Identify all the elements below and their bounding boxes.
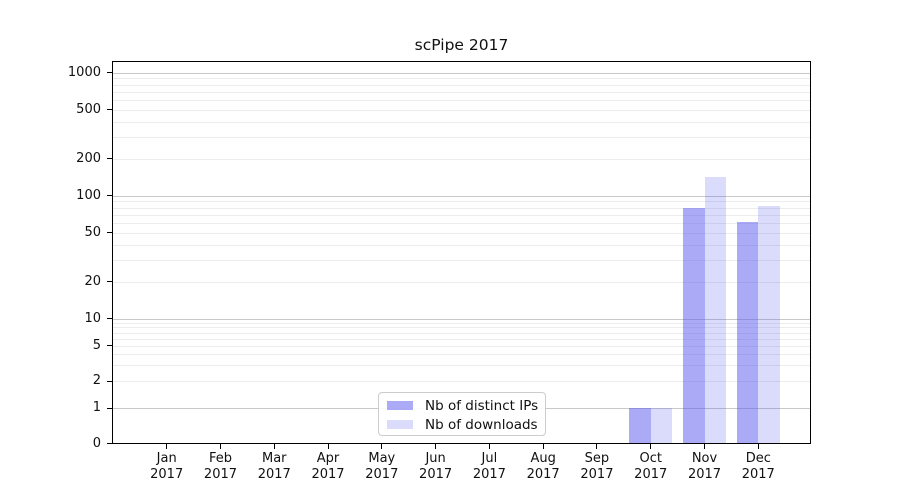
bar-downloads: [758, 205, 780, 443]
gridline-major: [113, 318, 810, 320]
gridline-minor: [113, 207, 810, 209]
y-tick-label: 0: [92, 435, 101, 451]
legend-label-distinct-ips: Nb of distinct IPs: [425, 397, 539, 414]
gridline-minor: [113, 381, 810, 383]
gridline-minor: [113, 244, 810, 246]
x-tick-mark: [757, 444, 759, 449]
gridline-minor: [113, 121, 810, 123]
x-tick-mark: [327, 444, 329, 449]
x-tick-label: Dec 2017: [741, 451, 775, 482]
x-tick-label: Apr 2017: [311, 451, 345, 482]
gridline-minor: [113, 91, 810, 93]
x-tick-label: Mar 2017: [257, 451, 291, 482]
gridline-minor: [113, 338, 810, 340]
x-tick-label: Sep 2017: [580, 451, 614, 482]
gridline-major: [113, 195, 810, 197]
y-tick-mark: [107, 443, 112, 444]
y-tick-mark: [107, 109, 112, 111]
gridline-minor: [113, 99, 810, 101]
y-tick-mark: [107, 232, 112, 234]
gridline-minor: [113, 354, 810, 356]
y-tick-label: 1000: [67, 64, 101, 80]
x-tick-mark: [435, 444, 437, 449]
x-tick-label: Nov 2017: [687, 451, 722, 482]
bar-downloads: [704, 177, 726, 443]
gridline-minor: [113, 365, 810, 367]
x-tick-label: Oct 2017: [634, 451, 668, 482]
y-tick-label: 10: [84, 310, 101, 326]
x-tick-mark: [219, 444, 221, 449]
x-tick-label: Jan 2017: [150, 451, 184, 482]
y-tick-label: 500: [76, 101, 101, 117]
y-tick-label: 5: [92, 337, 101, 353]
y-tick-mark: [107, 318, 112, 320]
gridline-minor: [113, 281, 810, 283]
y-tick-label: 200: [76, 150, 101, 166]
bar-distinct-ips: [683, 208, 705, 443]
x-tick-label: Jun 2017: [419, 451, 453, 482]
bar-distinct-ips: [736, 221, 759, 443]
x-tick-mark: [488, 444, 490, 449]
gridline-minor: [113, 201, 810, 203]
x-tick-label: Jul 2017: [472, 451, 506, 482]
y-tick-label: 100: [76, 187, 101, 203]
y-tick-mark: [107, 72, 112, 74]
gridline-minor: [113, 322, 810, 324]
legend-entry-distinct-ips: Nb of distinct IPs: [387, 397, 545, 414]
chart-title: scPipe 2017: [414, 36, 509, 54]
legend-entry-downloads: Nb of downloads: [387, 416, 545, 433]
x-tick-mark: [704, 444, 705, 449]
gridline-minor: [113, 214, 810, 216]
x-tick-mark: [273, 444, 275, 449]
x-tick-label: Aug 2017: [526, 451, 560, 482]
y-tick-mark: [107, 407, 112, 409]
gridline-minor: [113, 109, 810, 111]
gridline-minor: [113, 137, 810, 138]
gridline-minor: [113, 158, 810, 160]
bar-distinct-ips: [629, 407, 651, 443]
gridline-minor: [113, 345, 810, 347]
legend-swatch-downloads: [387, 420, 413, 429]
y-tick-mark: [107, 345, 112, 347]
x-tick-label: May 2017: [365, 451, 399, 482]
y-tick-mark: [107, 158, 112, 160]
gridline-minor: [113, 260, 810, 261]
y-tick-mark: [107, 380, 112, 382]
plot-area: [112, 61, 811, 444]
x-tick-label: Feb 2017: [203, 451, 238, 482]
gridline-minor: [113, 232, 810, 234]
gridline-minor: [113, 78, 810, 80]
gridline-major: [113, 72, 810, 74]
bar-downloads: [650, 407, 673, 443]
y-tick-label: 20: [84, 273, 101, 289]
legend-label-downloads: Nb of downloads: [425, 416, 538, 433]
gridline-minor: [113, 84, 810, 86]
y-tick-mark: [107, 281, 112, 283]
x-tick-mark: [650, 444, 652, 449]
x-tick-mark: [381, 444, 383, 449]
legend: Nb of distinct IPs Nb of downloads: [378, 392, 546, 436]
y-tick-mark: [107, 195, 112, 197]
x-tick-mark: [166, 444, 168, 449]
x-tick-mark: [596, 444, 598, 449]
legend-swatch-distinct-ips: [387, 401, 413, 410]
gridline-minor: [113, 327, 810, 329]
y-tick-label: 2: [92, 373, 101, 389]
gridline-minor: [113, 222, 810, 224]
y-tick-label: 50: [84, 224, 101, 240]
y-tick-label: 1: [92, 400, 101, 415]
x-tick-mark: [542, 444, 544, 449]
gridline-minor: [113, 332, 810, 334]
